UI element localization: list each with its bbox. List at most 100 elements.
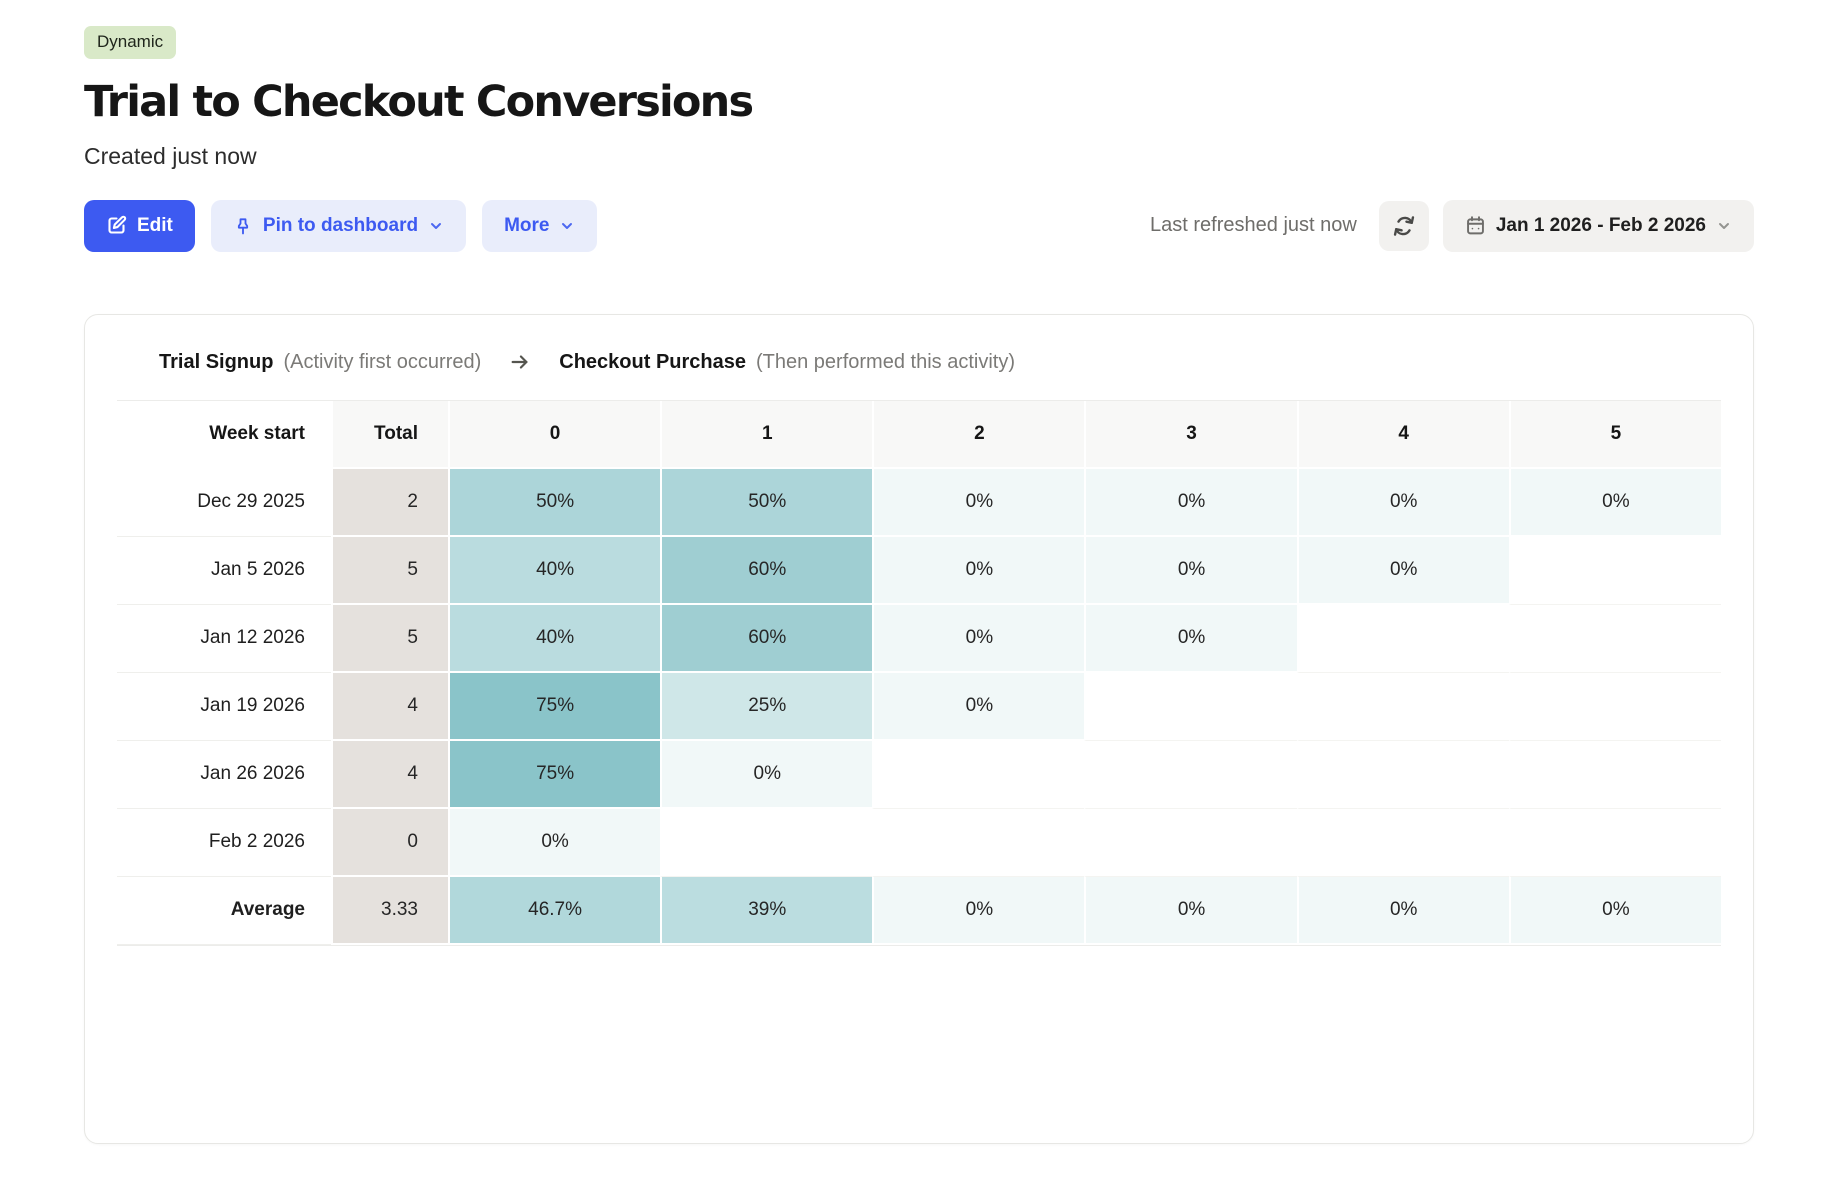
toolbar: Edit Pin to dashboard More (84, 199, 1754, 252)
report-page: Dynamic Trial to Checkout Conversions Cr… (84, 26, 1754, 1144)
pin-button-label: Pin to dashboard (262, 214, 419, 236)
edit-button[interactable]: Edit (84, 199, 195, 252)
report-card: Trial Signup (Activity first occurred) C… (84, 313, 1754, 1144)
conversion-cell[interactable]: 60% (660, 536, 873, 605)
conversion-cell-empty (1508, 740, 1721, 809)
conversion-cell-empty (1084, 672, 1297, 741)
arrow-right-icon (509, 351, 531, 373)
conversion-cell-empty (1508, 604, 1721, 673)
conversion-cell[interactable]: 0% (1084, 604, 1297, 673)
row-label: Jan 5 2026 (117, 536, 331, 605)
conversion-cell-empty (1296, 672, 1509, 741)
conversion-cell[interactable]: 0% (1296, 876, 1509, 945)
table-row: Feb 2 2026 0 0% (117, 808, 1721, 877)
chevron-down-icon (559, 218, 575, 234)
column-header-3: 3 (1084, 400, 1297, 469)
refresh-icon (1393, 215, 1415, 237)
conversion-cell[interactable]: 50% (660, 468, 873, 537)
conversion-cell[interactable]: 0% (872, 876, 1085, 945)
more-button-label: More (504, 214, 550, 236)
row-total: 5 (331, 536, 448, 605)
conversion-cell[interactable]: 46.7% (448, 876, 661, 945)
conversion-cell[interactable]: 0% (1508, 876, 1721, 945)
funnel-definition: Trial Signup (Activity first occurred) C… (117, 351, 1721, 374)
conversion-cell[interactable]: 0% (1084, 536, 1297, 605)
pin-to-dashboard-button[interactable]: Pin to dashboard (210, 199, 467, 252)
conversion-cell[interactable]: 40% (448, 536, 661, 605)
row-total: 0 (331, 808, 448, 877)
conversion-cell-empty (1508, 672, 1721, 741)
conversion-cell[interactable]: 0% (1508, 468, 1721, 537)
toolbar-status: Last refreshed just now (1150, 199, 1754, 252)
row-label: Jan 19 2026 (117, 672, 331, 741)
conversion-cell-empty (1508, 536, 1721, 605)
row-total: 2 (331, 468, 448, 537)
table-row: Dec 29 2025 2 50% 50% 0% 0% 0% 0% (117, 468, 1721, 537)
column-header-0: 0 (448, 400, 661, 469)
conversion-cell[interactable]: 0% (872, 468, 1085, 537)
conversion-cell[interactable]: 75% (448, 740, 661, 809)
conversion-cell[interactable]: 0% (1296, 468, 1509, 537)
more-button[interactable]: More (482, 199, 598, 252)
conversion-cell-empty (1296, 604, 1509, 673)
conversion-cell-empty (1084, 740, 1297, 809)
cohort-table-wrap: Week start Total 0 1 2 3 4 5 Dec 29 2025 2 50% 50%… (117, 399, 1721, 946)
column-header-week-start: Week start (117, 400, 331, 469)
conversion-cell[interactable]: 0% (448, 808, 661, 877)
table-header-row: Week start Total 0 1 2 3 4 5 (117, 400, 1721, 469)
toolbar-actions: Edit Pin to dashboard More (84, 199, 613, 252)
conversion-cell[interactable]: 0% (1084, 468, 1297, 537)
row-label: Dec 29 2025 (117, 468, 331, 537)
conversion-cell-empty (660, 808, 873, 877)
row-label: Average (117, 876, 331, 945)
column-header-5: 5 (1508, 400, 1721, 469)
column-header-2: 2 (872, 400, 1085, 469)
funnel-step1-desc: (Activity first occurred) (283, 350, 482, 373)
funnel-step2-desc: (Then performed this activity) (756, 350, 1015, 373)
row-label: Jan 12 2026 (117, 604, 331, 673)
table-row: Jan 26 2026 4 75% 0% (117, 740, 1721, 809)
conversion-cell[interactable]: 25% (660, 672, 873, 741)
row-total: 3.33 (331, 876, 448, 945)
conversion-cell[interactable]: 0% (660, 740, 873, 809)
edit-icon (106, 215, 127, 236)
conversion-cell[interactable]: 0% (872, 604, 1085, 673)
row-label: Feb 2 2026 (117, 808, 331, 877)
date-range-label: Jan 1 2026 - Feb 2 2026 (1495, 214, 1706, 236)
last-refreshed-text: Last refreshed just now (1150, 214, 1357, 237)
cohort-table: Week start Total 0 1 2 3 4 5 Dec 29 2025 2 50% 50%… (117, 400, 1721, 945)
chevron-down-icon (428, 218, 444, 234)
column-header-total: Total (331, 400, 448, 469)
conversion-cell[interactable]: 50% (448, 468, 661, 537)
chevron-down-icon (1716, 218, 1732, 234)
row-total: 4 (331, 672, 448, 741)
row-label: Jan 26 2026 (117, 740, 331, 809)
conversion-cell-empty (1508, 808, 1721, 877)
conversion-cell[interactable]: 60% (660, 604, 873, 673)
funnel-step2-name: Checkout Purchase (559, 350, 746, 373)
column-header-4: 4 (1296, 400, 1509, 469)
row-total: 5 (331, 604, 448, 673)
table-row: Average 3.33 46.7% 39% 0% 0% 0% 0% (117, 876, 1721, 945)
conversion-cell-empty (1084, 808, 1297, 877)
table-row: Jan 5 2026 5 40% 60% 0% 0% 0% (117, 536, 1721, 605)
conversion-cell-empty (1296, 740, 1509, 809)
conversion-cell[interactable]: 0% (872, 536, 1085, 605)
conversion-cell[interactable]: 75% (448, 672, 661, 741)
row-total: 4 (331, 740, 448, 809)
funnel-step1-name: Trial Signup (159, 350, 274, 373)
calendar-icon (1465, 215, 1486, 236)
pin-icon (233, 216, 253, 236)
conversion-cell[interactable]: 0% (1296, 536, 1509, 605)
table-row: Jan 12 2026 5 40% 60% 0% 0% (117, 604, 1721, 673)
column-header-1: 1 (660, 400, 873, 469)
conversion-cell[interactable]: 39% (660, 876, 873, 945)
conversion-cell[interactable]: 40% (448, 604, 661, 673)
conversion-cell[interactable]: 0% (1084, 876, 1297, 945)
created-timestamp: Created just now (84, 142, 257, 169)
edit-button-label: Edit (137, 214, 173, 236)
conversion-cell-empty (872, 808, 1085, 877)
date-range-picker[interactable]: Jan 1 2026 - Feb 2 2026 (1442, 199, 1754, 252)
conversion-cell[interactable]: 0% (872, 672, 1085, 741)
refresh-button[interactable] (1378, 200, 1429, 251)
